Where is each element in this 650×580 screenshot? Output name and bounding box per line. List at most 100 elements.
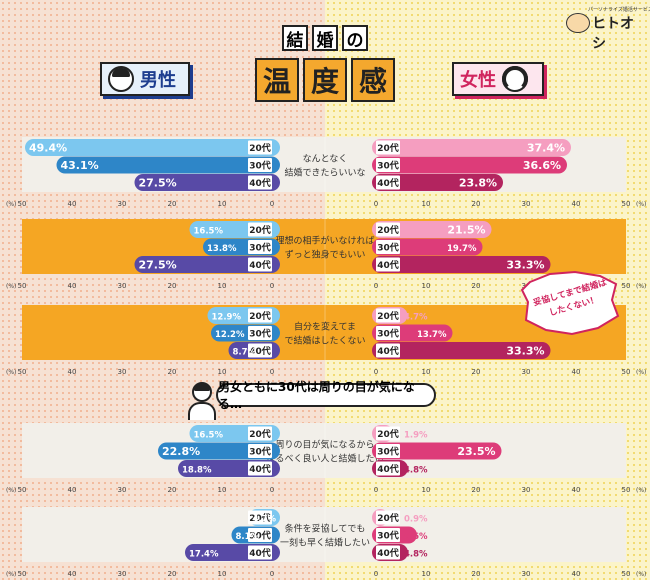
male-value-label: 49.4% <box>29 142 67 155</box>
female-value-label: 36.6% <box>523 159 561 172</box>
age-tag <box>248 461 272 476</box>
axis-tick-label: 30 <box>118 200 127 208</box>
age-tag <box>248 545 272 560</box>
axis-unit-label: (%) <box>6 283 16 290</box>
axis-tick-label: 30 <box>522 368 531 376</box>
logo: パーソナライズ婚活サービス ヒトオシ <box>566 6 650 52</box>
age-label: 20代 <box>249 512 271 524</box>
age-tag <box>248 175 272 190</box>
page-title: 温 度 感 <box>255 58 395 102</box>
title-char: の <box>342 25 368 51</box>
age-tag <box>376 326 400 340</box>
age-tag <box>376 222 400 237</box>
category-label: ずっと独身でもいい <box>285 249 366 261</box>
axis-tick-label: 20 <box>472 282 481 290</box>
age-tag <box>376 257 400 272</box>
male-value-label: 12.2% <box>215 330 245 340</box>
category-label: 条件を妥協してでも <box>285 523 366 535</box>
axis-tick-label: 0 <box>374 570 378 578</box>
category-label: 周りの目が気になるから <box>275 439 374 451</box>
axis-tick-label: 10 <box>422 200 431 208</box>
axis-tick-label: 10 <box>218 368 227 376</box>
axis-tick-label: 0 <box>374 282 378 290</box>
female-bar <box>372 256 551 273</box>
title-char: 感 <box>351 58 395 102</box>
axis-tick-label: 10 <box>218 570 227 578</box>
axis-tick-label: 40 <box>68 486 77 494</box>
axis-tick-label: 30 <box>118 570 127 578</box>
male-value-label: 4.7% <box>253 515 277 525</box>
age-label: 30代 <box>377 446 399 458</box>
age-tag <box>248 343 272 358</box>
male-bar <box>134 174 280 191</box>
age-label: 30代 <box>377 242 399 254</box>
axis-tick-label: 50 <box>622 570 631 578</box>
female-value-label: 6.6% <box>404 532 428 542</box>
category-label: なんとなく <box>303 154 348 165</box>
male-value-label: 27.5% <box>139 177 177 190</box>
age-tag <box>248 426 272 441</box>
age-label: 20代 <box>377 224 399 236</box>
age-label: 40代 <box>377 463 399 475</box>
axis-tick-label: 50 <box>622 200 631 208</box>
age-tag <box>376 461 400 476</box>
age-tag <box>248 240 272 254</box>
axis-unit-label: (%) <box>6 571 16 578</box>
axis-tick-label: 50 <box>622 368 631 376</box>
male-value-label: 8.7% <box>233 348 257 358</box>
male-label: 男性 <box>100 62 190 96</box>
axis-tick-label: 50 <box>18 200 27 208</box>
age-tag <box>248 308 272 323</box>
title-top: 結 婚 の <box>280 25 370 51</box>
age-label: 20代 <box>377 142 399 154</box>
age-tag <box>376 175 400 190</box>
title-char: 温 <box>255 58 299 102</box>
man-avatar-icon <box>108 66 134 92</box>
axis-tick-label: 10 <box>422 282 431 290</box>
axis-tick-label: 50 <box>18 368 27 376</box>
axis-tick-label: 20 <box>472 570 481 578</box>
age-label: 20代 <box>377 310 399 322</box>
female-value-label: 13.7% <box>417 330 447 340</box>
age-tag <box>248 528 272 542</box>
axis-unit-label: (%) <box>636 283 646 290</box>
axis-unit-label: (%) <box>636 201 646 208</box>
axis-tick-label: 30 <box>522 486 531 494</box>
axis-tick-label: 10 <box>422 368 431 376</box>
axis-tick-label: 40 <box>572 200 581 208</box>
category-label: 自分を変えてま <box>294 321 356 333</box>
title-char: 度 <box>303 58 347 102</box>
category-label: なるべく良い人と結婚したい <box>266 453 383 465</box>
axis-unit-label: (%) <box>6 369 16 376</box>
female-value-label: 37.4% <box>527 142 565 155</box>
age-label: 40代 <box>377 345 399 357</box>
logo-name: ヒトオシ <box>592 16 634 52</box>
female-value-label: 0.9% <box>404 515 428 525</box>
age-label: 40代 <box>249 259 271 271</box>
female-value-label: 23.8% <box>459 177 497 190</box>
male-label-text: 男性 <box>140 70 176 91</box>
male-bar <box>56 156 280 174</box>
axis-tick-label: 30 <box>522 570 531 578</box>
axis-tick-label: 30 <box>118 282 127 290</box>
speech-bubble: 男女ともに30代は周りの目が気になる… <box>216 380 436 411</box>
axis-tick-label: 10 <box>218 486 227 494</box>
female-value-label: 1.9% <box>404 431 428 441</box>
age-label: 20代 <box>377 512 399 524</box>
axis-unit-label: (%) <box>636 369 646 376</box>
axis-tick-label: 10 <box>422 486 431 494</box>
age-tag <box>376 140 400 155</box>
axis-tick-label: 30 <box>118 486 127 494</box>
person-icon <box>187 382 217 422</box>
male-value-label: 17.4% <box>189 550 219 560</box>
panel-background <box>22 507 626 562</box>
axis-tick-label: 0 <box>374 200 378 208</box>
axis-tick-label: 0 <box>270 368 274 376</box>
age-label: 30代 <box>249 328 271 340</box>
age-label: 40代 <box>377 259 399 271</box>
axis-tick-label: 0 <box>270 200 274 208</box>
age-label: 20代 <box>249 310 271 322</box>
age-tag <box>376 240 400 254</box>
age-label: 40代 <box>249 345 271 357</box>
